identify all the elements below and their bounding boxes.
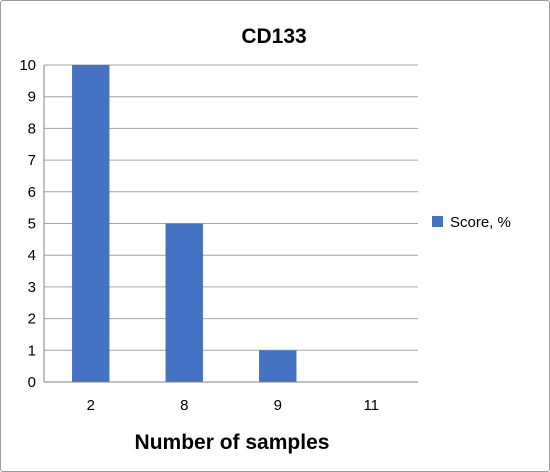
- y-tick-label: 3: [28, 279, 36, 296]
- x-tick-label: 11: [363, 397, 379, 414]
- x-tick-labels: 2 8 9 11: [87, 397, 379, 414]
- y-tick-labels: 0 1 2 3 4 5 6 7 8 9 10: [19, 57, 36, 391]
- x-tick-label: 9: [274, 397, 282, 414]
- y-tick-label: 0: [28, 374, 36, 391]
- legend-swatch-score: [432, 216, 443, 227]
- y-tick-label: 10: [19, 57, 36, 74]
- x-tick-label: 8: [180, 397, 188, 414]
- legend: Score, %: [432, 214, 511, 231]
- x-tick-label: 2: [87, 397, 95, 414]
- bar-8: [165, 223, 203, 382]
- bars: [72, 65, 297, 382]
- y-tick-label: 7: [28, 152, 36, 169]
- bar-9: [259, 350, 297, 382]
- y-tick-label: 4: [28, 247, 36, 264]
- chart-title: CD133: [241, 25, 306, 48]
- y-tick-label: 2: [28, 311, 36, 328]
- y-tick-label: 6: [28, 184, 36, 201]
- y-tick-label: 5: [28, 216, 36, 233]
- y-tick-label: 9: [28, 89, 36, 106]
- bar-2: [72, 65, 110, 382]
- x-axis-label: Number of samples: [135, 431, 330, 454]
- legend-label-score: Score, %: [450, 214, 511, 231]
- y-tick-label: 1: [28, 342, 36, 359]
- y-tick-label: 8: [28, 120, 36, 137]
